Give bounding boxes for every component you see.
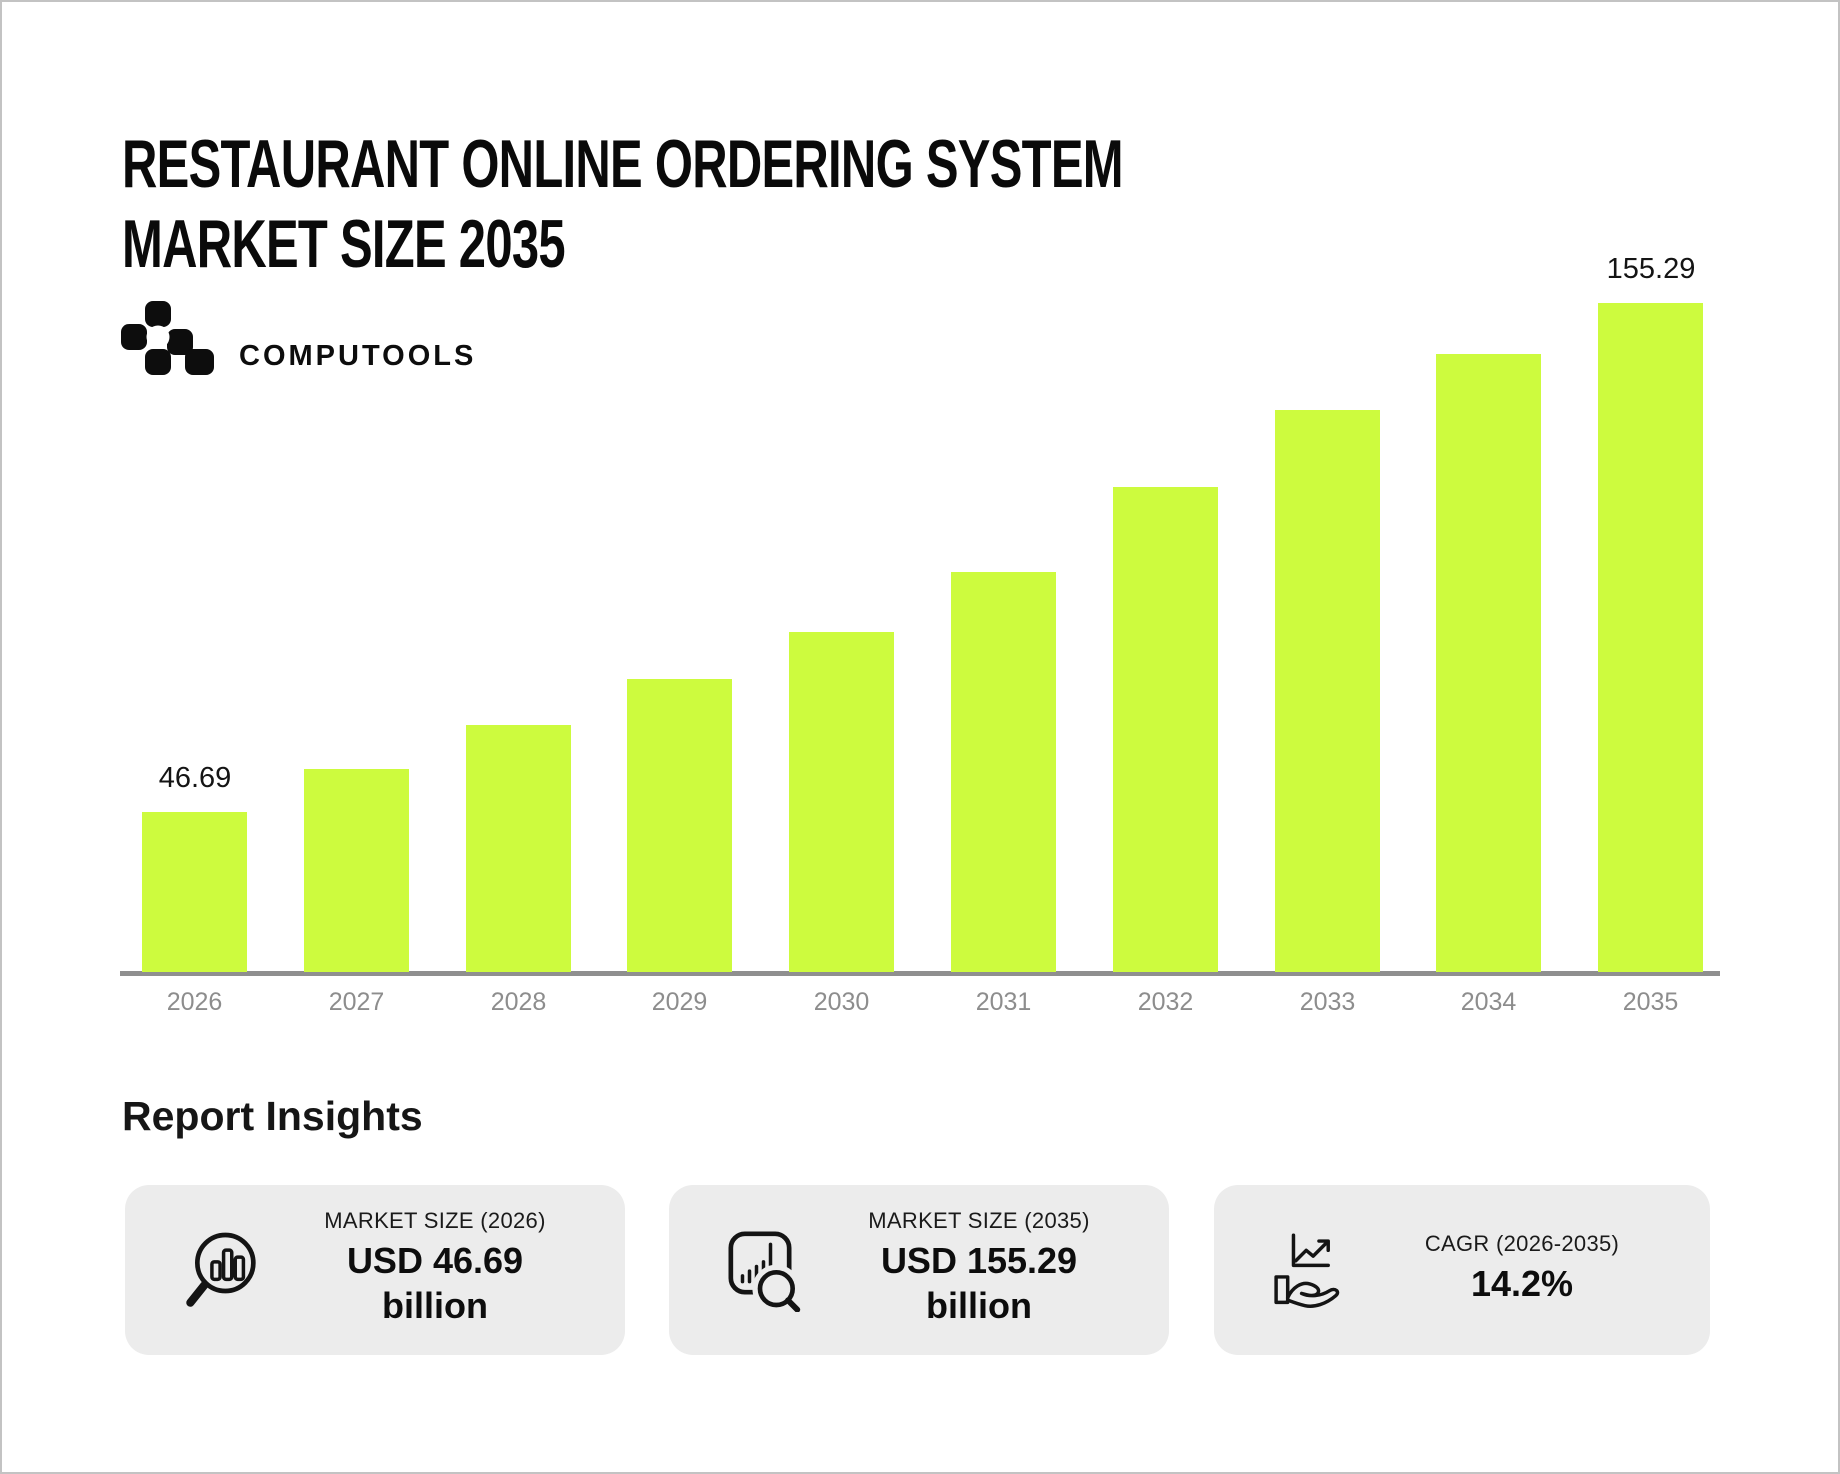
bar-2028 bbox=[466, 725, 571, 972]
x-tick-label: 2031 bbox=[975, 988, 1032, 1016]
insight-card-market-size-2026: MARKET SIZE (2026) USD 46.69 billion bbox=[125, 1185, 625, 1355]
x-tick-label: 2035 bbox=[1622, 988, 1679, 1016]
magnifier-bar-chart-icon bbox=[177, 1224, 269, 1316]
bar-2029 bbox=[627, 679, 732, 972]
hand-growth-chart-icon bbox=[1266, 1224, 1358, 1316]
section-heading: Report Insights bbox=[122, 1093, 423, 1139]
x-tick-label: 2033 bbox=[1299, 988, 1356, 1016]
x-tick-label: 2029 bbox=[651, 988, 708, 1016]
card-label: CAGR (2026-2035) bbox=[1424, 1230, 1620, 1256]
x-tick-label: 2034 bbox=[1460, 988, 1517, 1016]
card-value: USD 155.29 billion bbox=[880, 1240, 1078, 1326]
x-tick-label: 2030 bbox=[813, 988, 870, 1016]
card-value: USD 46.69 billion bbox=[346, 1240, 524, 1326]
page-title: RESTAURANT ONLINE ORDERING SYSTEM MARKET… bbox=[122, 126, 1124, 282]
bar-value-label: 46.69 bbox=[158, 762, 232, 794]
bar-2031 bbox=[951, 572, 1056, 972]
chart-board-magnifier-icon bbox=[721, 1224, 813, 1316]
bar-2030 bbox=[789, 632, 894, 972]
card-label: MARKET SIZE (2035) bbox=[868, 1208, 1090, 1233]
bar-2032 bbox=[1113, 487, 1218, 972]
computools-logo-icon bbox=[121, 301, 214, 375]
x-tick-label: 2026 bbox=[166, 988, 223, 1016]
insight-card-market-size-2035: MARKET SIZE (2035) USD 155.29 billion bbox=[669, 1185, 1169, 1355]
bar-2033 bbox=[1275, 410, 1380, 972]
bar-2027 bbox=[304, 769, 409, 972]
x-tick-label: 2027 bbox=[328, 988, 385, 1016]
insight-card-cagr: CAGR (2026-2035) 14.2% bbox=[1214, 1185, 1710, 1355]
x-tick-label: 2028 bbox=[490, 988, 547, 1016]
brand-name: COMPUTOOLS bbox=[239, 340, 477, 372]
bar-2026 bbox=[142, 812, 247, 972]
bar-2035 bbox=[1598, 303, 1703, 972]
bar-2034 bbox=[1436, 354, 1541, 972]
card-label: MARKET SIZE (2026) bbox=[324, 1208, 546, 1233]
x-tick-label: 2032 bbox=[1137, 988, 1194, 1016]
card-value: 14.2% bbox=[1470, 1262, 1574, 1304]
x-axis-line bbox=[120, 971, 1720, 976]
bar-value-label: 155.29 bbox=[1606, 253, 1696, 285]
